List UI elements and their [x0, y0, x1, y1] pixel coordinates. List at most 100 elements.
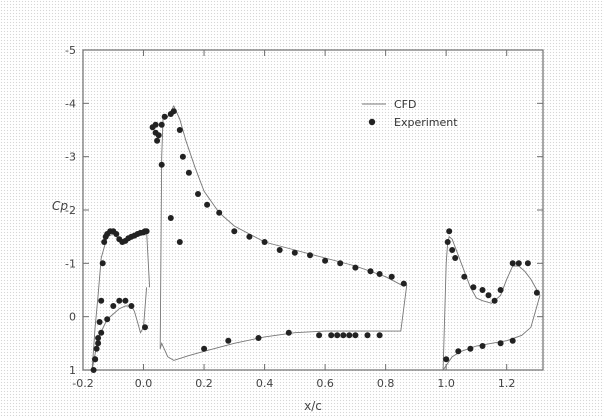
experiment-point: [452, 255, 459, 261]
experiment-point: [509, 337, 516, 344]
experiment-series-markers: [90, 108, 540, 373]
cfd-line-segment: [442, 235, 541, 371]
experiment-point: [444, 239, 451, 245]
experiment-point: [152, 121, 159, 128]
experiment-point: [246, 233, 253, 240]
experiment-point: [155, 132, 162, 139]
experiment-point: [449, 247, 456, 253]
experiment-point: [95, 335, 102, 341]
legend-experiment-marker: [368, 118, 376, 126]
axis-ticks: [82, 49, 543, 371]
experiment-point: [334, 332, 341, 339]
experiment-point: [116, 297, 123, 304]
y-tick-label: -5: [65, 44, 76, 57]
experiment-point: [509, 260, 516, 267]
experiment-point: [98, 329, 105, 336]
experiment-point: [467, 345, 474, 352]
experiment-point: [95, 340, 102, 347]
experiment-point: [316, 332, 323, 339]
experiment-point: [470, 284, 477, 291]
experiment-point: [443, 356, 450, 363]
cfd-line-segment: [442, 295, 541, 371]
x-tick-labels: -0.2 0.0 0.2 0.4 0.6 0.8 1.0 1.2: [72, 377, 515, 390]
y-tick-label: -4: [65, 97, 76, 110]
cfd-line-segment: [159, 284, 408, 361]
experiment-point: [337, 260, 344, 267]
experiment-point: [104, 316, 111, 323]
y-axis-label: Cp: [52, 199, 68, 213]
experiment-point: [143, 228, 150, 235]
experiment-point: [96, 319, 103, 325]
x-axis-label: x/c: [304, 399, 322, 413]
x-tick-label: 1.0: [437, 377, 455, 390]
experiment-point: [92, 356, 99, 363]
experiment-point: [90, 367, 97, 373]
experiment-point: [231, 228, 238, 235]
legend: CFD Experiment: [362, 98, 458, 129]
experiment-point: [142, 324, 148, 331]
x-tick-label: 0.4: [256, 377, 274, 390]
experiment-point: [176, 239, 183, 245]
cfd-line-segment: [159, 105, 407, 349]
experiment-point: [346, 332, 353, 339]
experiment-point: [101, 239, 108, 245]
y-tick-label: -1: [65, 257, 76, 270]
experiment-point: [376, 332, 383, 339]
y-tick-label: -2: [65, 204, 76, 217]
experiment-point: [176, 127, 183, 133]
experiment-point: [446, 228, 453, 235]
experiment-point: [524, 260, 531, 267]
y-tick-label: 1: [69, 364, 76, 377]
experiment-point: [376, 271, 383, 277]
experiment-point: [167, 215, 174, 221]
x-tick-label: 0.0: [135, 377, 153, 390]
experiment-point: [352, 332, 359, 339]
experiment-point: [204, 201, 211, 208]
experiment-point: [110, 303, 117, 309]
y-tick-labels: -5 -4 -3 -2 -1 0 1: [65, 44, 76, 377]
experiment-point: [479, 343, 486, 349]
x-tick-label: -0.2: [72, 377, 93, 390]
experiment-point: [388, 273, 395, 280]
experiment-point: [276, 247, 283, 253]
experiment-point: [255, 335, 262, 341]
experiment-point: [98, 297, 105, 304]
experiment-point: [195, 191, 201, 197]
experiment-point: [364, 332, 371, 339]
experiment-point: [285, 329, 292, 336]
experiment-point: [328, 332, 335, 339]
experiment-point: [113, 231, 120, 237]
experiment-point: [201, 345, 208, 352]
experiment-point: [161, 113, 168, 120]
x-tick-label: 0.6: [316, 377, 334, 390]
experiment-point: [400, 280, 407, 287]
experiment-point: [225, 337, 232, 344]
x-tick-label: 0.2: [195, 377, 213, 390]
experiment-point: [485, 292, 492, 299]
experiment-point: [158, 161, 165, 168]
experiment-point: [307, 252, 313, 259]
experiment-point: [367, 268, 374, 275]
experiment-point: [455, 348, 462, 355]
experiment-point: [216, 209, 223, 216]
plot-frame: [82, 49, 544, 371]
experiment-point: [491, 297, 498, 304]
experiment-point: [99, 260, 106, 267]
experiment-point: [497, 287, 504, 293]
experiment-point: [340, 332, 347, 339]
experiment-point: [291, 249, 298, 256]
experiment-point: [352, 264, 359, 271]
experiment-point: [479, 287, 486, 293]
y-tick-label: 0: [69, 311, 76, 324]
cfd-series-lines: [91, 105, 541, 371]
experiment-point: [179, 153, 186, 160]
legend-cfd-label: CFD: [394, 98, 416, 111]
experiment-point: [122, 297, 129, 304]
experiment-point: [533, 289, 540, 296]
experiment-point: [128, 303, 135, 309]
y-tick-label: -3: [65, 151, 76, 164]
experiment-point: [185, 169, 192, 176]
experiment-point: [261, 239, 268, 245]
experiment-point: [515, 260, 522, 267]
